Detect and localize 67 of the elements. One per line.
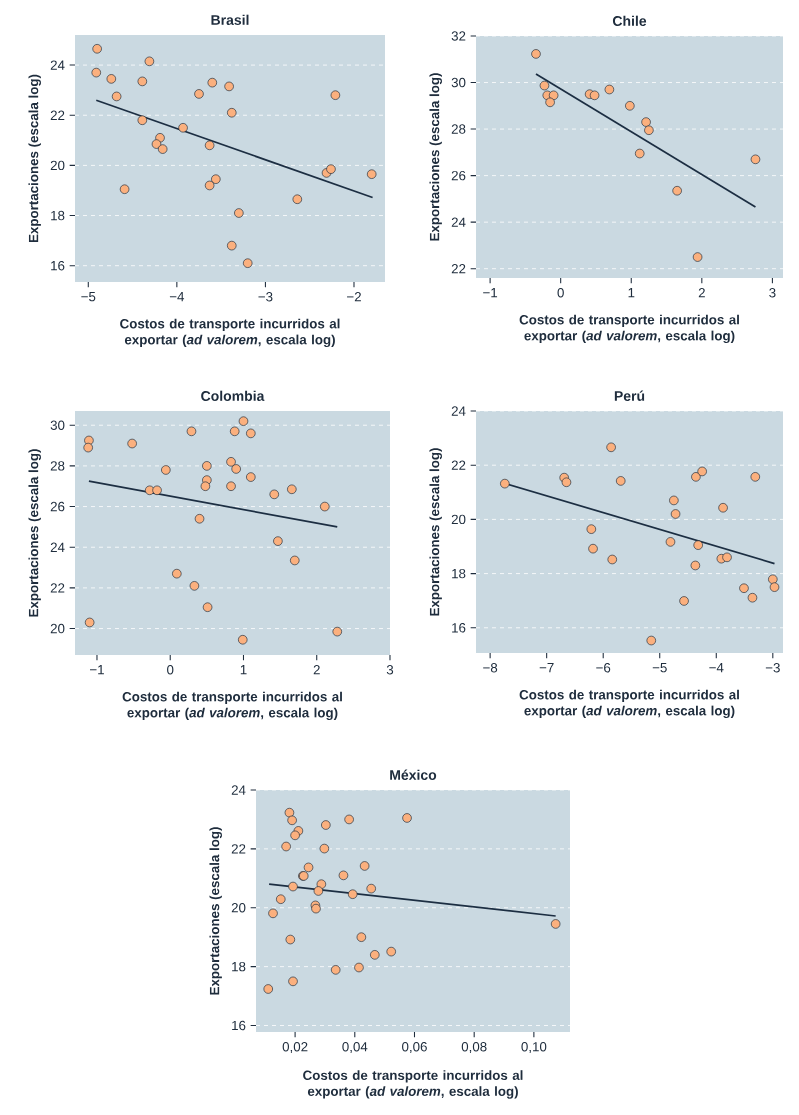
- x-axis-title: Costos de transporte incurridos al exportar (ad valorem, escala log): [303, 1070, 523, 1099]
- y-axis-title: Exportaciones (escala log): [209, 827, 222, 995]
- x-tick-label: 1: [628, 288, 635, 298]
- y-tick-label: 18: [452, 568, 466, 579]
- y-tick-label: 24: [451, 406, 466, 416]
- x-tick-label: 0: [167, 665, 174, 675]
- x-tick-label: 1: [240, 665, 247, 675]
- x-tick-label: 2: [313, 665, 320, 675]
- chart-title: Perú: [614, 390, 645, 401]
- y-axis-title: Exportaciones (escala log): [28, 74, 41, 243]
- y-tick-label: 20: [231, 903, 246, 913]
- x-tick-label: −5: [652, 663, 667, 673]
- x-tick-label: −1: [483, 288, 498, 298]
- y-tick-label: 26: [451, 170, 466, 181]
- y-tick-label: 28: [50, 461, 65, 471]
- x-tick-label: −6: [596, 663, 611, 673]
- y-tick-label: 20: [50, 623, 65, 634]
- y-tick-label: 16: [51, 260, 65, 271]
- x-tick-label: −3: [765, 663, 780, 673]
- x-axis-title: Costos de transporte incurridos al exportar (ad valorem, escala log): [519, 314, 739, 344]
- y-tick-label: 22: [50, 583, 65, 593]
- x-tick-label: 0,10: [521, 1042, 547, 1054]
- chart-title: Colombia: [201, 390, 265, 401]
- y-tick-label: 22: [451, 264, 466, 274]
- x-tick-label: 0,06: [402, 1042, 427, 1054]
- y-tick-label: 22: [231, 844, 246, 854]
- x-tick-label: −5: [81, 292, 96, 302]
- y-tick-label: 30: [50, 420, 65, 430]
- chart-title: Brasil: [211, 14, 249, 25]
- y-tick-label: 30: [451, 77, 466, 88]
- x-tick-label: 3: [386, 665, 394, 675]
- x-tick-label: −8: [483, 663, 498, 673]
- y-tick-label: 32: [451, 31, 466, 41]
- y-axis-title: Exportaciones (escala log): [429, 73, 442, 241]
- y-tick-label: 16: [452, 623, 466, 633]
- chart-title: México: [390, 769, 437, 780]
- x-axis-title: Costos de transporte incurridos al exportar (ad valorem, escala log): [120, 318, 340, 348]
- x-tick-label: 0,04: [342, 1042, 368, 1054]
- x-tick-label: −4: [169, 292, 185, 302]
- x-tick-label: −7: [539, 663, 554, 673]
- y-axis-title: Exportaciones (escala log): [28, 449, 41, 617]
- y-tick-label: 24: [231, 785, 246, 795]
- chart-title: Chile: [612, 15, 647, 26]
- y-tick-label: 22: [451, 460, 466, 470]
- x-tick-label: 0,08: [461, 1042, 487, 1054]
- x-tick-label: −2: [347, 292, 361, 302]
- y-tick-label: 18: [232, 961, 246, 972]
- x-axis-title: Costos de transporte incurridos al exportar (ad valorem, escala log): [519, 689, 739, 719]
- y-tick-label: 18: [51, 210, 65, 221]
- y-axis-title: Exportaciones (escala log): [429, 448, 442, 616]
- x-tick-label: 0,02: [282, 1042, 308, 1054]
- y-tick-label: 22: [50, 110, 65, 120]
- x-tick-label: 0: [557, 288, 564, 298]
- y-tick-label: 26: [50, 501, 65, 512]
- y-tick-label: 20: [50, 160, 65, 171]
- x-tick-label: 2: [698, 288, 705, 298]
- y-tick-label: 24: [451, 217, 466, 227]
- y-tick-label: 24: [50, 542, 65, 552]
- x-tick-label: 3: [769, 288, 776, 298]
- x-tick-label: −3: [258, 292, 273, 302]
- y-tick-label: 16: [232, 1020, 246, 1031]
- y-tick-label: 24: [50, 60, 65, 70]
- x-axis-title: Costos de transporte incurridos al exportar (ad valorem, escala log): [122, 691, 342, 721]
- y-tick-label: 28: [451, 124, 466, 134]
- x-tick-label: −1: [90, 665, 104, 675]
- x-tick-label: −4: [709, 663, 724, 673]
- y-tick-label: 20: [451, 514, 466, 525]
